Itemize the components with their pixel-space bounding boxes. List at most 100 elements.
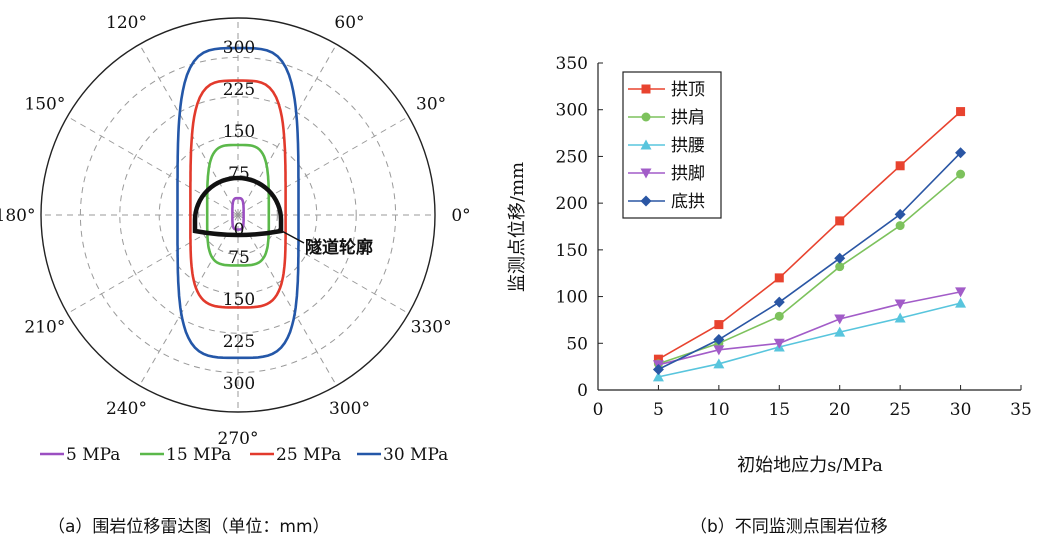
y-tick-label: 350 xyxy=(556,54,588,74)
y-tick-label: 0 xyxy=(577,381,588,401)
x-tick-label: 15 xyxy=(768,400,790,420)
radar-angle-label: 120° xyxy=(106,13,147,33)
data-point xyxy=(895,221,905,231)
x-axis-title: 初始地应力s/MPa xyxy=(737,455,883,476)
data-point xyxy=(713,345,725,356)
x-tick-label: 5 xyxy=(653,400,664,420)
data-point xyxy=(835,216,845,226)
y-tick-label: 300 xyxy=(556,101,588,121)
data-point xyxy=(894,208,906,220)
radar-angle-label: 60° xyxy=(334,13,364,33)
caption-b: （b）不同监测点围岩位移 xyxy=(690,517,888,537)
data-point xyxy=(640,168,652,179)
data-point xyxy=(652,371,664,382)
radar-legend-label: 25 MPa xyxy=(276,445,341,465)
x-tick-label: 25 xyxy=(889,400,911,420)
data-point xyxy=(640,139,652,150)
radar-spoke xyxy=(237,214,409,314)
data-point xyxy=(835,262,845,272)
radar-outer-circle xyxy=(40,17,436,413)
data-point xyxy=(641,112,651,122)
radar-spoke xyxy=(67,214,239,314)
radar-spoke xyxy=(67,116,239,216)
radar-grid-ring xyxy=(198,175,278,255)
data-point xyxy=(956,169,966,179)
radar-series-5mpa xyxy=(231,196,245,231)
legend-label: 拱脚 xyxy=(671,164,705,184)
radar-legend-label: 5 MPa xyxy=(66,445,120,465)
radar-grid-ring xyxy=(119,96,357,334)
series-line-拱脚 xyxy=(658,291,961,366)
data-point xyxy=(774,273,784,283)
x-tick-label: 0 xyxy=(593,400,604,420)
series-line-底拱 xyxy=(658,152,962,371)
data-point xyxy=(641,84,651,94)
data-point xyxy=(773,338,785,349)
data-point xyxy=(713,334,725,346)
radar-series-30mpa xyxy=(176,46,300,360)
radar-angle-label: 0° xyxy=(451,206,470,226)
data-point xyxy=(834,314,846,325)
x-tick-label: 10 xyxy=(708,400,730,420)
line-chart: 0 5 10 15 20 25 30 35050100150200250300350初始地应力… xyxy=(507,54,1032,476)
x-tick-label: 35 xyxy=(1010,400,1032,420)
data-point xyxy=(652,363,664,375)
radar-angle-label: 270° xyxy=(218,429,259,449)
radar-radial-tick: 150 xyxy=(223,122,255,142)
radar-angle-label: 240° xyxy=(106,399,147,419)
x-tick-label: 30 xyxy=(950,400,972,420)
tunnel-pointer-line xyxy=(277,228,305,244)
y-tick-label: 250 xyxy=(556,147,588,167)
radar-angle-label: 300° xyxy=(329,399,370,419)
radar-angle-label: 330° xyxy=(411,318,452,338)
x-tick-label: 20 xyxy=(829,400,851,420)
data-point xyxy=(834,326,846,337)
data-point xyxy=(955,297,967,308)
radar-series-25mpa xyxy=(189,79,287,309)
data-point xyxy=(894,312,906,323)
y-axis-title: 监测点位移/mm xyxy=(507,162,528,292)
series-line-拱顶 xyxy=(658,111,962,360)
data-point xyxy=(895,161,905,171)
y-tick-label: 150 xyxy=(556,241,588,261)
data-point xyxy=(834,252,846,264)
radar-radial-tick: 225 xyxy=(223,80,255,100)
legend-label: 拱肩 xyxy=(671,108,705,128)
data-point xyxy=(653,354,663,364)
data-point xyxy=(956,107,966,117)
radar-chart: 0° 30° 60° 90° 120° 150° 180° 210° 240° 270° 300° 3… xyxy=(0,0,471,465)
radar-angle-label: 180° xyxy=(0,206,35,226)
radar-radial-tick: 75 xyxy=(228,248,250,268)
radar-angle-label: 150° xyxy=(24,95,65,115)
radar-spoke xyxy=(237,116,409,216)
radar-radial-tick: 150 xyxy=(223,290,255,310)
data-point xyxy=(955,147,967,159)
series-line-拱腰 xyxy=(658,302,961,378)
radar-radial-tick: 300 xyxy=(223,38,255,58)
legend-label: 拱顶 xyxy=(671,80,705,100)
radar-radial-tick: 75 xyxy=(228,164,250,184)
y-tick-label: 50 xyxy=(566,334,588,354)
radar-radial-tick: 300 xyxy=(223,374,255,394)
tunnel-contour xyxy=(192,175,284,238)
radar-angle-label: 30° xyxy=(416,95,446,115)
radar-series-15mpa xyxy=(205,143,271,267)
tunnel-label: 隧道轮廓 xyxy=(305,237,373,258)
radar-angle-label: 210° xyxy=(24,318,65,338)
legend-label: 拱腰 xyxy=(671,136,705,156)
data-point xyxy=(955,287,967,298)
data-point xyxy=(713,358,725,369)
series-line-拱肩 xyxy=(658,173,962,365)
radar-radial-tick: 225 xyxy=(223,332,255,352)
radar-angle-label: 90° xyxy=(223,0,253,3)
radar-legend-label: 30 MPa xyxy=(383,445,448,465)
data-point xyxy=(894,299,906,310)
radar-legend-label: 15 MPa xyxy=(166,445,231,465)
legend-label: 底拱 xyxy=(671,192,705,212)
data-point xyxy=(640,195,652,207)
y-tick-label: 100 xyxy=(556,288,588,308)
radar-radial-tick: 0 xyxy=(234,220,245,240)
data-point xyxy=(773,296,785,308)
y-tick-label: 200 xyxy=(556,194,588,214)
